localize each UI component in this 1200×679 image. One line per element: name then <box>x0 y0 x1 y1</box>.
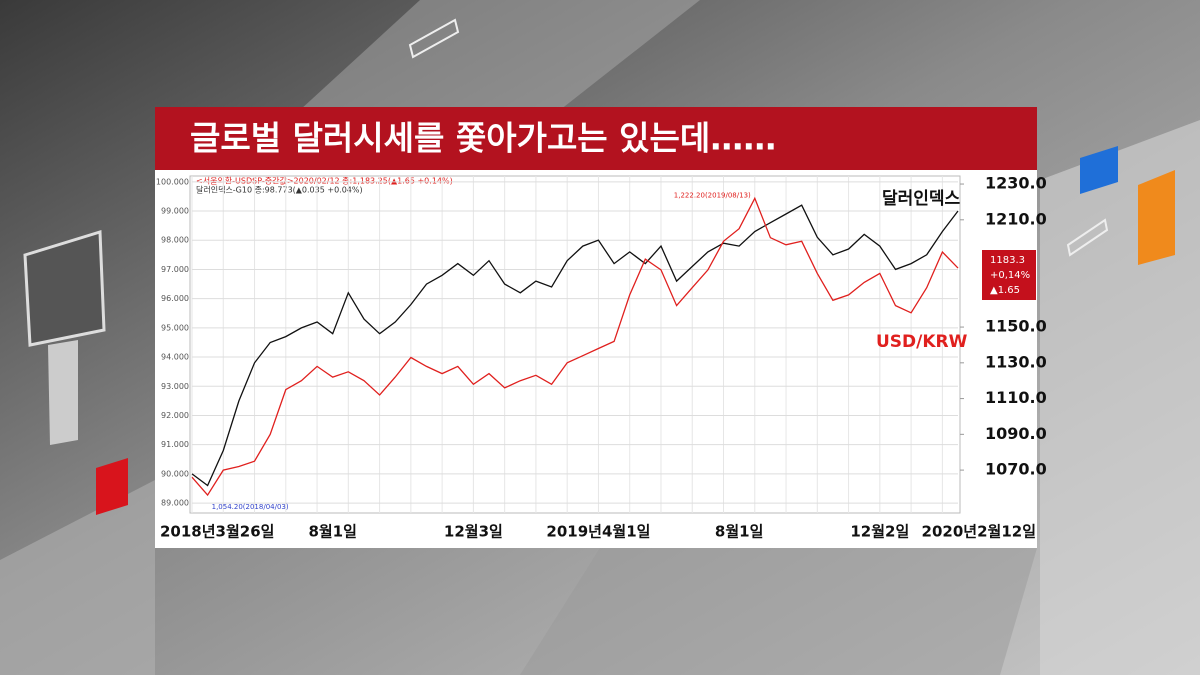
deco-block <box>23 229 106 347</box>
y-tick-label: 99.000 <box>161 207 189 216</box>
deco <box>520 548 1037 675</box>
deco-block <box>48 340 78 445</box>
annotation: 1,222.20(2019/08/13) <box>674 191 751 199</box>
y-tick-label: 91.000 <box>161 440 189 449</box>
y2-tick-label: 1110.0 <box>985 388 1047 407</box>
y-tick-label: 89.000 <box>161 499 189 508</box>
deco-red <box>96 458 128 515</box>
quote-pct: +0,14% <box>990 270 1030 281</box>
y-tick-label: 100.000 <box>156 177 189 186</box>
deco-blue <box>1080 146 1118 194</box>
y-tick-label: 94.000 <box>161 353 189 362</box>
quote-change: ▲1.65 <box>990 285 1020 296</box>
x-tick-label: 2020년2월12일 <box>922 523 1036 541</box>
x-tick-label: 12월2일 <box>850 523 909 541</box>
plot-frame <box>189 175 961 514</box>
y-tick-label: 90.000 <box>161 469 189 478</box>
x-tick-label: 2018년3월26일 <box>160 523 274 541</box>
y2-tick-label: 1150.0 <box>985 317 1047 336</box>
annotation: 1,054.20(2018/04/03) <box>212 503 289 511</box>
series-label: USD/KRW <box>876 332 968 352</box>
x-tick-label: 2019년4월1일 <box>546 523 650 541</box>
chart-title: 글로벌 달러시세를 쫓아가고는 있는데…… <box>190 119 776 158</box>
legend-line: <서울외환-USDSP-중간값>2020/02/12 종:1,183.25(▲1… <box>196 176 453 186</box>
y-tick-label: 98.000 <box>161 236 189 245</box>
series-line <box>191 196 959 497</box>
x-tick-label: 8월1일 <box>715 523 763 541</box>
series-label: 달러인덱스 <box>882 188 961 209</box>
deco <box>408 18 460 59</box>
deco <box>1040 120 1200 675</box>
plot: 89.000 90.000 91.000 92.000 93.000 94.000 95.0… <box>156 174 1047 541</box>
y-tick-label: 97.000 <box>161 265 189 274</box>
y2-tick-label: 1070.0 <box>985 460 1047 479</box>
y-tick-label: 93.000 <box>161 382 189 391</box>
deco <box>0 480 155 675</box>
deco <box>300 0 700 110</box>
y2-tick-label: 1130.0 <box>985 352 1047 371</box>
series-line <box>191 204 959 487</box>
x-tick-label: 8월1일 <box>308 523 356 541</box>
x-tick-label: 12월3일 <box>444 523 503 541</box>
deco-orange <box>1138 170 1175 265</box>
y-tick-label: 95.000 <box>161 323 189 332</box>
y-tick-label: 96.000 <box>161 294 189 303</box>
y2-tick-label: 1210.0 <box>985 209 1047 228</box>
quote-price: 1183.3 <box>990 255 1025 266</box>
y2-tick-label: 1090.0 <box>985 424 1047 443</box>
legend-line: 달러인덱스-G10 종:98.773(▲0.035 +0.04%) <box>196 185 363 195</box>
quote-box <box>982 250 1036 300</box>
deco <box>1066 218 1109 257</box>
y2-tick-label: 1230.0 <box>985 174 1047 193</box>
y-tick-label: 92.000 <box>161 411 189 420</box>
title-bar <box>155 107 1037 170</box>
